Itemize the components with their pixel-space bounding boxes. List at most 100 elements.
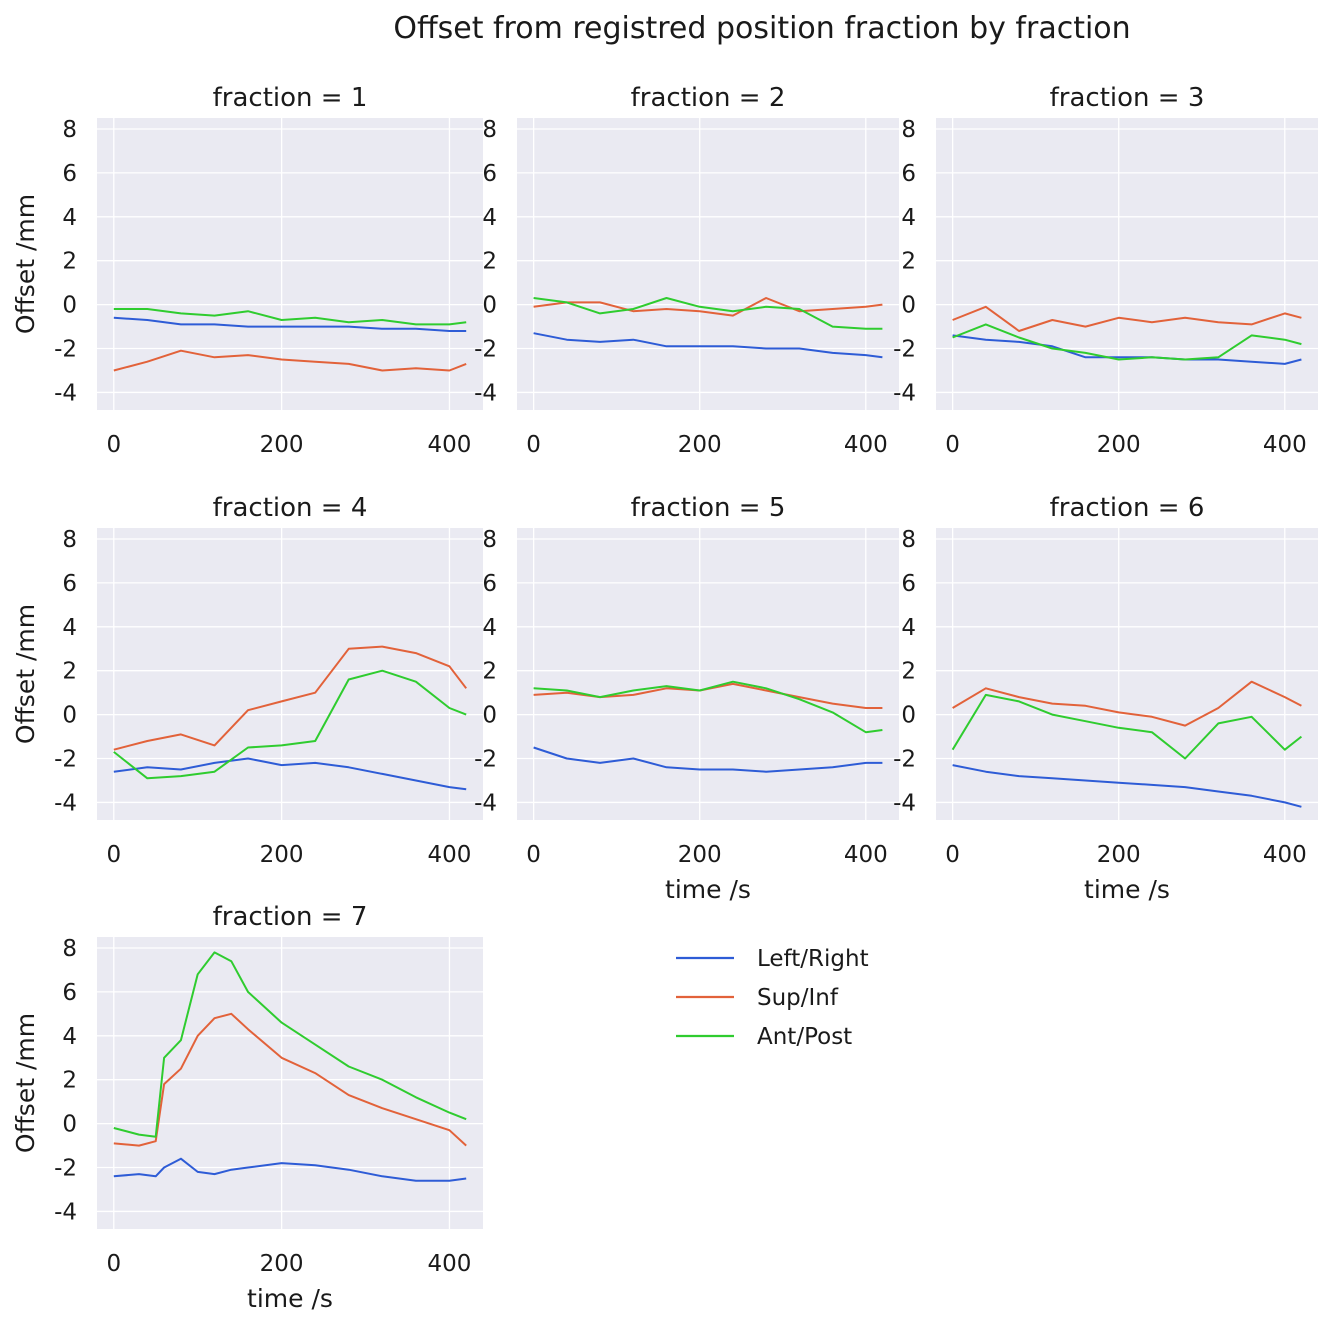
y-tick-label: -4 — [893, 380, 916, 406]
y-tick-label: 0 — [482, 703, 497, 729]
subplot-3: fraction = 3 8 6 4 2 0 -2 -4 0 200 400 — [893, 83, 1318, 458]
y-tick-label: -4 — [474, 380, 497, 406]
subplot-2: fraction = 2 8 6 4 2 0 -2 -4 0 200 400 — [474, 83, 899, 458]
y-tick-label: 6 — [62, 571, 77, 597]
series-line-left-right — [952, 334, 1302, 365]
y-tick-label: 4 — [901, 615, 916, 641]
y-tick-label: 4 — [901, 205, 916, 231]
subplot-title: fraction = 4 — [213, 493, 368, 523]
series-line-ant-post — [951, 693, 1303, 760]
x-axis-label: time /s — [665, 875, 751, 904]
y-tick-label: 8 — [901, 117, 916, 143]
y-tick-label: 6 — [901, 161, 916, 187]
y-tick-label: -2 — [893, 747, 916, 773]
y-tick-label: 4 — [62, 205, 77, 231]
series-line-sup-inf — [952, 305, 1302, 332]
series-line-left-right — [113, 757, 467, 791]
y-tick-label: 8 — [62, 117, 77, 143]
y-tick-label: -4 — [893, 790, 916, 816]
y-tick-label: 6 — [901, 571, 916, 597]
y-tick-label: 4 — [62, 615, 77, 641]
series-line-left-right — [113, 1157, 467, 1182]
x-tick-label: 400 — [427, 432, 471, 458]
y-tick-label: -4 — [54, 1199, 77, 1225]
x-tick-label: 400 — [844, 842, 888, 868]
subplot-1: fraction = 1 8 6 4 2 0 -2 -4 0 200 400 Offset /mm — [11, 83, 483, 458]
x-tick-label: 0 — [526, 842, 541, 868]
series-line-left-right — [533, 332, 883, 359]
x-tick-label: 200 — [260, 1251, 304, 1277]
y-tick-label: 6 — [62, 980, 77, 1006]
legend-label: Sup/Inf — [757, 985, 839, 1011]
x-tick-label: 400 — [844, 432, 888, 458]
y-tick-label: -2 — [893, 337, 916, 363]
x-axis-label: time /s — [247, 1284, 333, 1313]
y-tick-label: -2 — [54, 747, 77, 773]
y-tick-label: 6 — [482, 161, 497, 187]
legend-label: Ant/Post — [757, 1024, 852, 1050]
series-line-ant-post — [533, 680, 883, 734]
x-tick-label: 400 — [427, 1251, 471, 1277]
subplot-title: fraction = 3 — [1050, 83, 1205, 113]
y-tick-label: 2 — [901, 659, 916, 685]
plot-area — [517, 528, 899, 820]
y-tick-label: 8 — [482, 527, 497, 553]
y-axis-label: Offset /mm — [11, 1013, 40, 1153]
y-tick-label: 8 — [482, 117, 497, 143]
series-line-left-right — [113, 316, 467, 332]
x-tick-label: 200 — [1097, 432, 1141, 458]
legend-label: Left/Right — [757, 946, 869, 972]
y-tick-label: 4 — [482, 205, 497, 231]
x-tick-label: 400 — [1263, 432, 1307, 458]
x-tick-label: 200 — [1097, 842, 1141, 868]
plot-area — [517, 118, 899, 410]
y-tick-label: -2 — [474, 747, 497, 773]
plot-area — [97, 937, 483, 1229]
series-line-sup-inf — [113, 349, 467, 372]
series-line-sup-inf — [113, 645, 467, 751]
y-axis-label: Offset /mm — [11, 194, 40, 334]
x-tick-label: 200 — [260, 842, 304, 868]
y-tick-label: 0 — [62, 293, 77, 319]
series-line-left-right — [533, 746, 883, 773]
series-line-sup-inf — [952, 680, 1302, 727]
x-axis-label: time /s — [1084, 875, 1170, 904]
x-tick-label: 200 — [260, 432, 304, 458]
y-tick-label: 6 — [62, 161, 77, 187]
y-tick-label: 2 — [901, 249, 916, 275]
y-tick-label: 2 — [482, 249, 497, 275]
x-tick-label: 0 — [945, 842, 960, 868]
series-line-sup-inf — [533, 297, 883, 317]
subplot-title: fraction = 1 — [213, 83, 368, 113]
subplot-title: fraction = 6 — [1050, 493, 1205, 523]
y-tick-label: -4 — [474, 790, 497, 816]
series-line-ant-post — [113, 951, 467, 1138]
legend: Left/Right Sup/Inf Ant/Post — [676, 946, 869, 1050]
x-tick-label: 400 — [427, 842, 471, 868]
y-tick-label: 0 — [482, 293, 497, 319]
y-tick-label: 6 — [482, 571, 497, 597]
series-line-ant-post — [113, 669, 467, 780]
y-tick-label: 8 — [62, 527, 77, 553]
y-tick-label: 8 — [62, 936, 77, 962]
legend-item: Sup/Inf — [676, 985, 839, 1011]
x-tick-label: 200 — [678, 842, 722, 868]
plot-area — [936, 528, 1318, 820]
series-line-ant-post — [113, 308, 467, 326]
subplot-title: fraction = 7 — [213, 902, 368, 932]
x-tick-label: 0 — [106, 842, 121, 868]
x-tick-label: 200 — [678, 432, 722, 458]
y-tick-label: -2 — [54, 337, 77, 363]
series-line-sup-inf — [113, 1012, 467, 1147]
subplot-4: fraction = 4 8 6 4 2 0 -2 -4 0 200 400 Offset /mm — [11, 493, 483, 868]
y-tick-label: 0 — [901, 293, 916, 319]
y-tick-label: 0 — [62, 1112, 77, 1138]
legend-item: Ant/Post — [676, 1024, 852, 1050]
x-tick-label: 400 — [1263, 842, 1307, 868]
plot-area — [97, 118, 483, 410]
y-tick-label: 2 — [482, 659, 497, 685]
y-tick-label: 2 — [62, 249, 77, 275]
legend-item: Left/Right — [676, 946, 869, 972]
